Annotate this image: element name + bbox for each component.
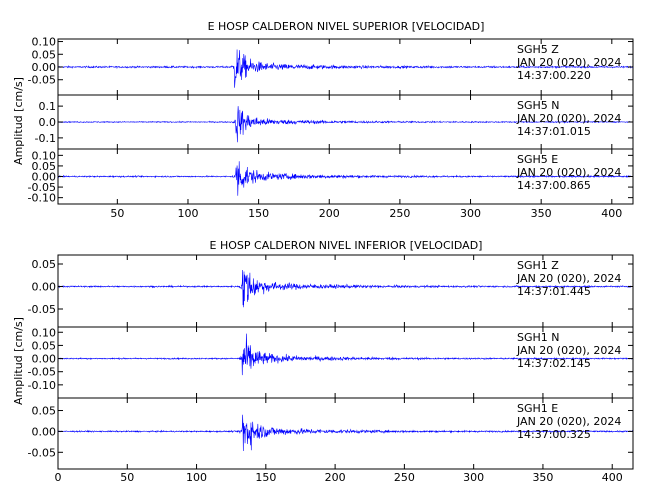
upper-sgh5-e-ytick-label: -0.05: [28, 181, 56, 194]
upper-xtick-label: 100: [177, 207, 198, 220]
upper-sgh5-z-ytick-label: 0.05: [32, 48, 57, 61]
lower-xtick-label: 50: [120, 471, 134, 484]
upper-sgh5-z-station-label: SGH5 Z: [517, 43, 559, 56]
lower-sgh1-z-station-label: SGH1 Z: [517, 259, 559, 272]
lower-xtick-label: 0: [55, 471, 62, 484]
upper-sgh5-n-ytick-label: 0.1: [39, 100, 57, 113]
lower-sgh1-z-ytick-label: -0.05: [28, 303, 56, 316]
upper-sgh5-e-ytick-label: -0.10: [28, 192, 56, 205]
upper-sgh5-e-station-label: SGH5 E: [517, 153, 558, 166]
upper-sgh5-e-date-label: JAN 20 (020), 2024: [516, 166, 621, 179]
lower-y-axis-title: Amplitud [cm/s]: [12, 317, 25, 405]
lower-xtick-label: 150: [255, 471, 276, 484]
lower-sgh1-n-date-label: JAN 20 (020), 2024: [516, 344, 621, 357]
upper-sgh5-e-ytick-label: 0.10: [32, 149, 57, 162]
lower-sgh1-e-ytick-label: 0.00: [32, 425, 57, 438]
upper-sgh5-z-ytick-label: 0.10: [32, 36, 57, 49]
upper-sgh5-n-ytick-label: -0.1: [35, 132, 56, 145]
lower-sgh1-e-ytick-label: -0.05: [28, 446, 56, 459]
lower-sgh1-n-ytick-label: -0.05: [28, 366, 56, 379]
lower-sgh1-n-ytick-label: 0.10: [32, 326, 57, 339]
upper-xtick-label: 300: [460, 207, 481, 220]
upper-panel-title: E HOSP CALDERON NIVEL SUPERIOR [VELOCIDA…: [208, 20, 485, 33]
upper-sgh5-n-waveform: [57, 106, 634, 143]
lower-sgh1-e-date-label: JAN 20 (020), 2024: [516, 415, 621, 428]
lower-xtick-label: 350: [532, 471, 553, 484]
upper-sgh5-e-time-label: 14:37:00.865: [517, 179, 591, 192]
lower-sgh1-e-ytick-label: 0.05: [32, 405, 57, 418]
upper-sgh5-e-waveform: [57, 161, 634, 196]
lower-sgh1-n-ytick-label: 0.00: [32, 353, 57, 366]
lower-xtick-label: 250: [394, 471, 415, 484]
upper-xtick-label: 50: [110, 207, 124, 220]
lower-sgh1-z-time-label: 14:37:01.445: [517, 285, 591, 298]
lower-xtick-label: 300: [463, 471, 484, 484]
upper-sgh5-z-ytick-label: 0.00: [32, 61, 57, 74]
lower-sgh1-n-ytick-label: 0.05: [32, 339, 57, 352]
upper-sgh5-z-date-label: JAN 20 (020), 2024: [516, 56, 621, 69]
upper-sgh5-e-ytick-label: 0.00: [32, 171, 57, 184]
upper-sgh5-e-ytick-label: 0.05: [32, 160, 57, 173]
lower-sgh1-z-date-label: JAN 20 (020), 2024: [516, 272, 621, 285]
lower-sgh1-e-time-label: 14:37:00.325: [517, 428, 591, 441]
lower-panel-title: E HOSP CALDERON NIVEL INFERIOR [VELOCIDA…: [210, 239, 483, 252]
upper-xtick-label: 350: [531, 207, 552, 220]
lower-sgh1-n-time-label: 14:37:02.145: [517, 357, 591, 370]
upper-xtick-label: 400: [601, 207, 622, 220]
lower-sgh1-z-ytick-label: 0.05: [32, 258, 57, 271]
lower-xtick-label: 100: [186, 471, 207, 484]
lower-sgh1-z-ytick-label: 0.00: [32, 281, 57, 294]
upper-sgh5-n-station-label: SGH5 N: [517, 99, 560, 112]
upper-sgh5-n-date-label: JAN 20 (020), 2024: [516, 112, 621, 125]
lower-sgh1-e-waveform: [57, 414, 634, 451]
upper-sgh5-n-ytick-label: 0.0: [39, 116, 57, 129]
lower-sgh1-n-waveform: [57, 333, 634, 376]
lower-xtick-label: 400: [602, 471, 623, 484]
upper-sgh5-n-time-label: 14:37:01.015: [517, 125, 591, 138]
lower-sgh1-e-station-label: SGH1 E: [517, 402, 558, 415]
lower-sgh1-e-frame: [57, 397, 634, 470]
lower-xtick-label: 200: [325, 471, 346, 484]
lower-sgh1-z-waveform: [57, 270, 634, 308]
lower-sgh1-n-ytick-label: -0.10: [28, 379, 56, 392]
upper-xtick-label: 150: [248, 207, 269, 220]
upper-sgh5-z-waveform: [57, 49, 634, 88]
upper-xtick-label: 200: [319, 207, 340, 220]
lower-sgh1-n-station-label: SGH1 N: [517, 331, 560, 344]
upper-sgh5-z-time-label: 14:37:00.220: [517, 69, 591, 82]
upper-sgh5-z-ytick-label: -0.05: [28, 74, 56, 87]
upper-xtick-label: 250: [389, 207, 410, 220]
upper-y-axis-title: Amplitud [cm/s]: [12, 77, 25, 165]
